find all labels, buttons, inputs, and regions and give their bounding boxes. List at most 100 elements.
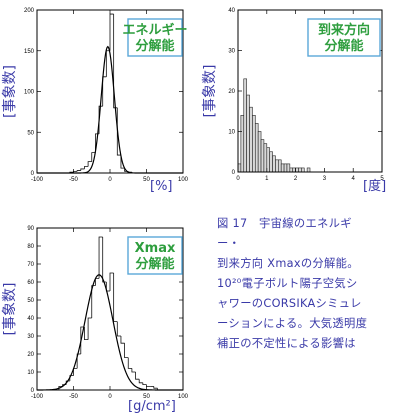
- histogram-bar: [73, 170, 78, 173]
- histogram-bar: [266, 147, 270, 173]
- x-tick-label: -100: [31, 394, 44, 400]
- histogram-bar: [142, 382, 147, 385]
- x-axis-label: [g/cm²]: [128, 399, 176, 414]
- y-tick-label: 10: [27, 370, 34, 376]
- y-tick-label: 70: [27, 262, 34, 268]
- gaussian-fit-line: [37, 45, 183, 174]
- histogram-bar: [109, 272, 114, 291]
- y-tick-label: 10: [228, 130, 235, 136]
- histogram-bar: [280, 163, 285, 173]
- y-tick-label: 150: [24, 49, 35, 55]
- x-axis-label: [度]: [363, 178, 386, 194]
- title-box: [127, 18, 183, 57]
- caption-line: 図 17 宇宙線のエネルギ: [217, 217, 352, 230]
- histogram-bar: [116, 321, 121, 337]
- histogram-bar: [105, 50, 110, 77]
- y-tick-label: 0: [31, 171, 35, 177]
- caption-line: 到来方向 Xmaxの分解能。: [217, 257, 359, 270]
- x-tick-label: 4: [352, 176, 356, 182]
- chart-title-line: 分解能: [135, 38, 174, 54]
- caption-line: ー・: [217, 237, 241, 250]
- x-tick-label: 1: [265, 176, 269, 182]
- histogram-bar: [306, 167, 311, 173]
- x-tick-label: 0: [108, 177, 112, 183]
- histogram-bar: [292, 167, 296, 173]
- histogram-bar: [84, 166, 89, 169]
- x-tick-label: 2: [294, 176, 298, 182]
- x-tick-label: -50: [69, 394, 78, 400]
- caption-line: ャワーのCORSIKAシミュレ: [217, 297, 362, 310]
- histogram-bar: [120, 155, 125, 169]
- histogram-bar: [127, 357, 132, 369]
- histogram-bar: [84, 327, 89, 340]
- histogram-bar: [260, 139, 265, 173]
- histogram-bar: [263, 143, 268, 173]
- histogram-bar: [243, 78, 247, 173]
- histogram-bar: [153, 386, 158, 389]
- x-tick-label: -100: [31, 177, 44, 183]
- y-tick-label: 60: [27, 280, 34, 286]
- histogram-bar: [283, 163, 288, 173]
- y-tick-label: 200: [24, 8, 35, 14]
- x-axis-label: [%]: [150, 179, 173, 194]
- histogram-bar: [102, 76, 107, 107]
- figure-caption: 図 17 宇宙線のエネルギ ー・ 到来方向 Xmaxの分解能。 10²⁰電子ボル…: [217, 214, 403, 354]
- y-tick-label: 20: [27, 352, 34, 358]
- y-tick-label: 0: [232, 170, 236, 176]
- histogram-bar: [298, 167, 302, 173]
- x-tick-label: 50: [143, 394, 150, 400]
- y-axis-label: [事象数]: [2, 283, 18, 336]
- caption-line: 補正の不定性による影響は: [217, 337, 356, 350]
- chart-title-line: 到来方向: [318, 22, 370, 38]
- histogram-bar: [286, 163, 291, 173]
- x-tick-label: 3: [323, 176, 327, 182]
- histogram-bar: [295, 167, 299, 173]
- histogram-bar: [87, 317, 92, 340]
- histogram-bar: [254, 123, 259, 173]
- histogram-bar: [289, 167, 294, 173]
- y-tick-label: 90: [27, 226, 34, 232]
- y-tick-label: 80: [27, 244, 34, 250]
- histogram-bar: [240, 115, 245, 173]
- histogram-bar: [98, 236, 103, 279]
- y-tick-label: 0: [31, 388, 35, 394]
- histogram-bar: [301, 167, 305, 173]
- gaussian-fit-line: [37, 274, 183, 391]
- chart-title-line: 分解能: [135, 256, 174, 272]
- x-tick-label: 100: [178, 177, 189, 183]
- y-tick-label: 30: [228, 49, 235, 55]
- title-box: [127, 236, 183, 275]
- histogram-bar: [135, 372, 140, 380]
- y-tick-label: 100: [24, 90, 35, 96]
- y-tick-label: 30: [27, 334, 34, 340]
- x-tick-label: 5: [380, 176, 384, 182]
- histogram-bar: [69, 375, 74, 381]
- x-tick-label: -50: [69, 177, 78, 183]
- histogram-bar: [120, 336, 125, 344]
- histogram-bar: [87, 161, 92, 167]
- histogram-bar: [76, 353, 81, 369]
- y-tick-label: 40: [228, 8, 235, 14]
- histogram-bar: [109, 13, 114, 51]
- y-axis-label: [事象数]: [2, 65, 18, 118]
- histogram-bar: [91, 285, 96, 318]
- chart-title-line: 分解能: [324, 38, 363, 54]
- histogram-bar: [124, 343, 129, 358]
- y-tick-label: 50: [27, 130, 34, 136]
- caption-line: ーションによる。大気透明度: [217, 317, 368, 330]
- chart-title-line: エネルギー: [122, 22, 187, 38]
- x-tick-label: 0: [108, 394, 112, 400]
- histogram-bar: [73, 368, 78, 376]
- histogram-bar: [257, 131, 262, 173]
- histogram-bar: [138, 379, 143, 384]
- chart-title-line: Xmax: [135, 241, 176, 256]
- histogram-bar: [102, 237, 107, 283]
- histogram-bar: [272, 155, 276, 173]
- histogram-bar: [80, 168, 85, 171]
- histogram-bar: [95, 278, 100, 286]
- histogram-bar: [146, 384, 151, 387]
